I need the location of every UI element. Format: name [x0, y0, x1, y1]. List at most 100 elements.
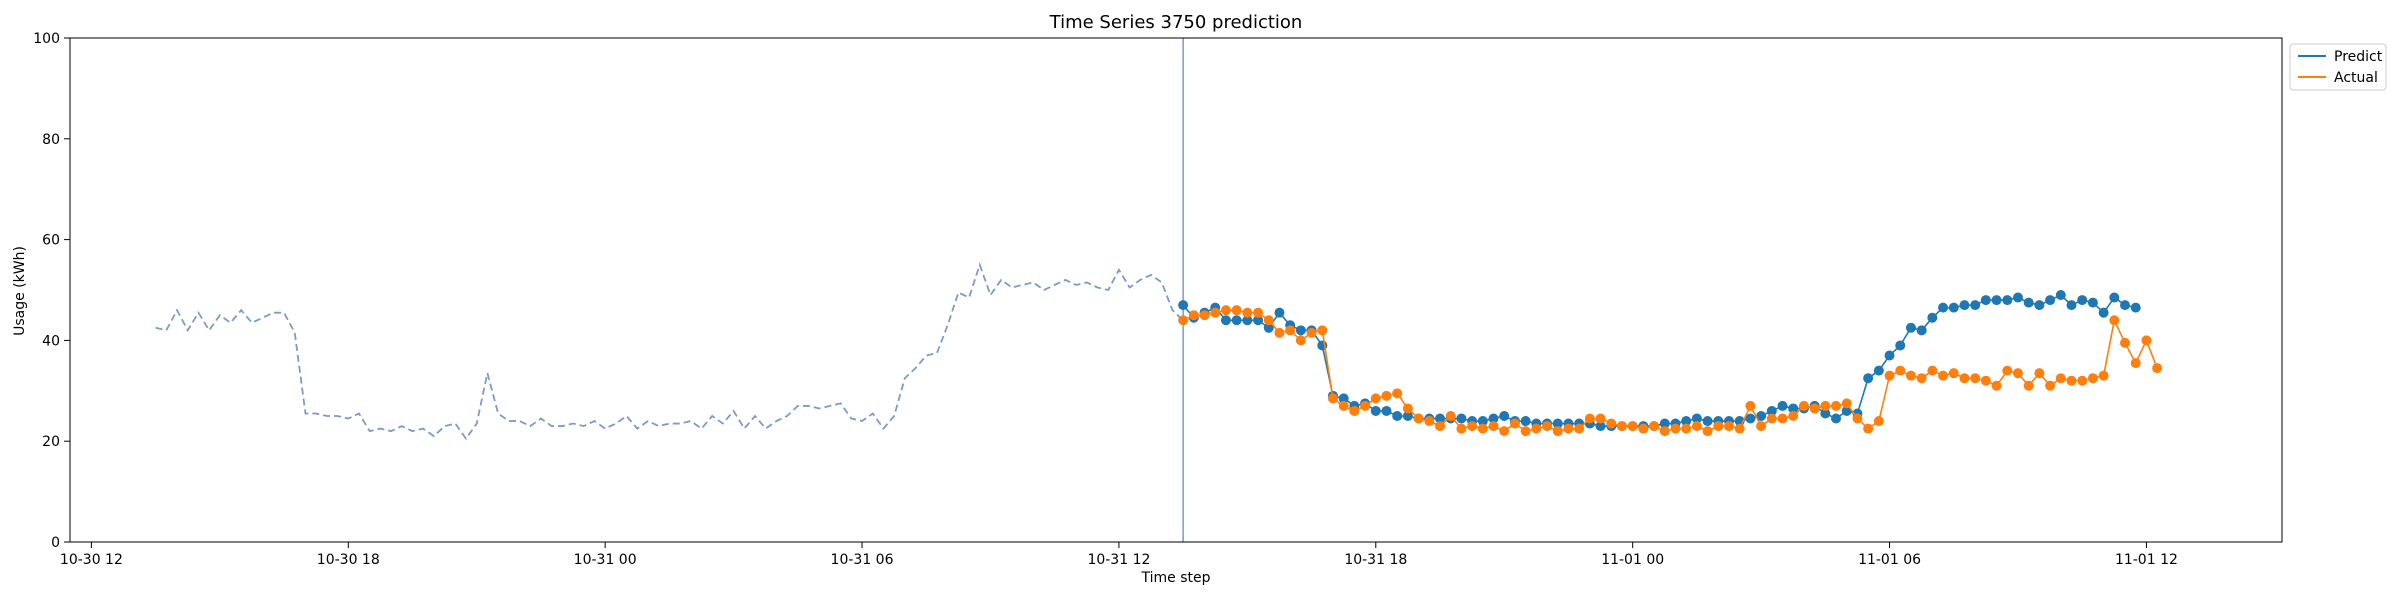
predict-point: [1499, 411, 1510, 421]
predict-point: [1231, 315, 1242, 326]
predict-point: [1991, 295, 2002, 306]
actual-point: [1991, 380, 2002, 391]
actual-point: [1231, 305, 1242, 316]
actual-point: [1531, 423, 1542, 434]
actual-point: [1178, 315, 1189, 326]
x-tick-label: 10-31 06: [831, 552, 894, 568]
actual-point: [1188, 310, 1199, 321]
actual-point: [1638, 423, 1649, 434]
actual-point: [1627, 421, 1638, 432]
actual-point: [1424, 416, 1435, 427]
y-axis: 0 20 40 60 80 100: [33, 31, 70, 551]
predict-point: [1702, 416, 1713, 427]
y-tick-label: 60: [42, 233, 60, 249]
predict-point: [2130, 302, 2141, 313]
actual-point: [1220, 305, 1231, 316]
actual-point: [1360, 400, 1371, 411]
actual-point: [1338, 400, 1349, 411]
predict-point: [1895, 340, 1906, 351]
actual-point: [2077, 375, 2088, 386]
plot-frame: [69, 37, 2283, 543]
x-tick-label: 10-31 00: [574, 552, 637, 568]
predict-line: [1182, 294, 2136, 427]
actual-point: [1253, 307, 1264, 318]
actual-point: [2098, 370, 2109, 381]
x-tick-label: 11-01 06: [1858, 552, 1921, 568]
actual-point: [1616, 421, 1627, 432]
predict-point: [2045, 295, 2056, 306]
predict-point: [1841, 405, 1852, 416]
actual-point: [1456, 423, 1467, 434]
actual-point: [2130, 358, 2141, 369]
actual-point: [1788, 411, 1799, 421]
actual-point: [1820, 400, 1831, 411]
x-tick-label: 10-31 12: [1087, 552, 1150, 568]
actual-point: [2055, 373, 2066, 384]
predict-point: [1681, 416, 1692, 427]
predict-point: [1435, 413, 1446, 424]
chart-title: Time Series 3750 prediction: [1049, 12, 1303, 33]
actual-point: [1970, 373, 1981, 384]
legend-actual-label: Actual: [2334, 70, 2378, 86]
predict-point: [1488, 413, 1499, 424]
actual-point: [1263, 315, 1274, 326]
predict-point: [1178, 300, 1189, 311]
actual-point: [2141, 335, 2152, 346]
predict-point: [1381, 405, 1392, 416]
actual-point: [1520, 426, 1531, 437]
y-axis-label: Usage (kWh): [12, 246, 28, 336]
legend: Predict Actual: [2289, 43, 2387, 91]
actual-point: [1724, 421, 1734, 432]
actual-point: [1777, 413, 1788, 424]
x-axis-label: Time step: [1141, 570, 1211, 586]
predict-point: [1392, 411, 1403, 421]
y-tick-label: 100: [33, 31, 60, 47]
predict-point: [2087, 297, 2098, 308]
actual-point: [2120, 337, 2131, 348]
actual-point: [1873, 416, 1884, 427]
actual-point: [1852, 413, 1863, 424]
actual-point: [2152, 363, 2163, 374]
x-tick-label: 11-01 12: [2115, 552, 2178, 568]
actual-point: [2012, 368, 2023, 379]
predict-point: [1831, 413, 1842, 424]
predict-point: [2109, 292, 2120, 303]
actual-point: [1274, 327, 1285, 338]
predict-point: [1948, 302, 1959, 313]
actual-point: [2109, 315, 2120, 326]
actual-point: [1756, 421, 1767, 432]
predict-point: [1220, 315, 1231, 326]
actual-point: [1809, 403, 1820, 414]
predict-point: [2002, 295, 2013, 306]
y-tick-label: 20: [42, 434, 60, 450]
actual-point: [1574, 423, 1585, 434]
actual-point: [1467, 421, 1478, 432]
actual-point: [1370, 393, 1381, 404]
actual-point: [1863, 423, 1874, 434]
y-tick-label: 0: [51, 535, 60, 551]
predict-point: [1520, 416, 1531, 427]
predict-point: [1338, 393, 1349, 404]
predict-point: [1691, 413, 1702, 424]
actual-point: [1927, 365, 1938, 376]
actual-point: [1392, 388, 1403, 399]
actual-point: [1884, 370, 1895, 381]
actual-point: [1413, 413, 1424, 424]
actual-point: [1499, 426, 1510, 437]
actual-point: [2034, 368, 2045, 379]
predict-point: [1959, 300, 1970, 311]
actual-point: [1713, 421, 1724, 432]
actual-point: [1285, 325, 1296, 336]
actual-point: [1542, 421, 1553, 432]
predict-point: [1884, 350, 1895, 361]
actual-point: [1563, 423, 1574, 434]
predict-point: [2098, 307, 2109, 318]
actual-point: [1488, 421, 1499, 432]
actual-point: [1734, 423, 1745, 434]
predict-point: [1295, 325, 1306, 336]
predict-point: [1745, 413, 1756, 424]
predict-point: [1873, 365, 1884, 376]
actual-point: [1691, 421, 1702, 432]
predict-point: [1242, 315, 1253, 326]
predict-point: [1970, 300, 1981, 311]
